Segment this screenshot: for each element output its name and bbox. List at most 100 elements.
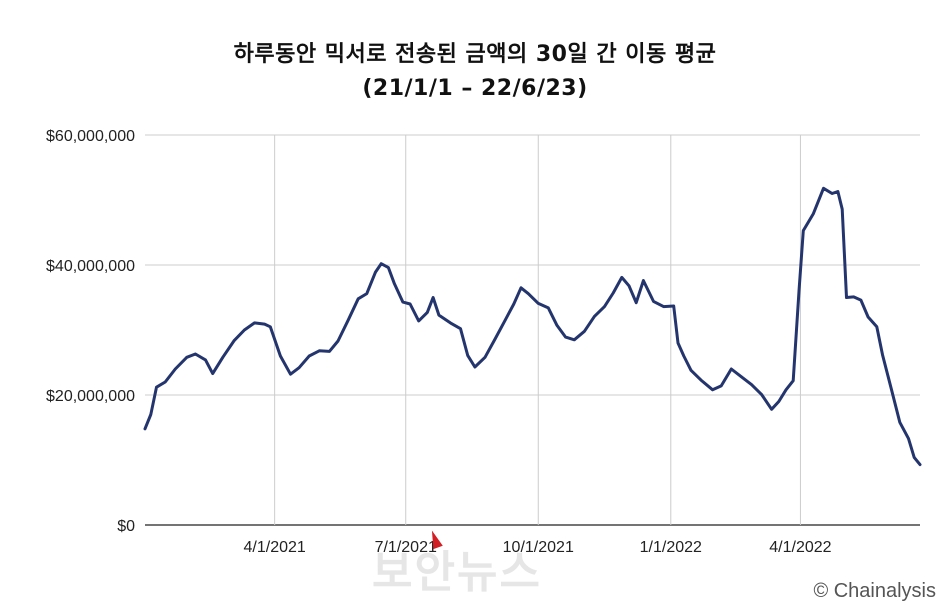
y-tick-label: $60,000,000 (46, 128, 135, 145)
data-point (503, 319, 507, 322)
data-point (519, 286, 523, 289)
data-point (537, 302, 540, 305)
data-point (387, 266, 390, 269)
data-point (155, 386, 158, 389)
data-point (777, 400, 780, 403)
y-tick-label: $20,000,000 (46, 388, 135, 405)
data-point (812, 212, 815, 215)
data-point (211, 372, 214, 375)
x-tick-label: 7/1/2021 (375, 539, 437, 556)
data-point (336, 339, 340, 343)
data-point (859, 298, 863, 302)
data-point (493, 337, 497, 341)
data-point (547, 306, 550, 310)
data-point (797, 289, 801, 293)
data-point (393, 282, 396, 285)
data-point (297, 366, 301, 369)
data-point (328, 350, 331, 353)
data-point (672, 304, 675, 308)
data-point (269, 325, 272, 328)
data-point (426, 311, 429, 314)
data-point (720, 384, 723, 388)
data-point (466, 354, 469, 357)
data-point (449, 321, 452, 325)
data-point (573, 338, 576, 341)
data-point (918, 463, 922, 466)
data-point (662, 305, 665, 308)
data-point (802, 229, 805, 232)
data-point (437, 313, 441, 317)
data-point (174, 367, 177, 371)
data-point (263, 322, 266, 326)
credit-text: © Chainalysis (813, 580, 936, 602)
data-point (822, 187, 825, 190)
data-point (459, 327, 462, 330)
data-point (380, 262, 383, 265)
chart-title-line1: 하루동안 믹서로 전송된 금액의 30일 간 이동 평균 (233, 42, 717, 67)
data-point (770, 408, 773, 411)
x-tick-label: 4/1/2021 (244, 539, 306, 556)
data-point (593, 315, 596, 318)
data-point (164, 380, 167, 384)
data-point (555, 324, 559, 327)
data-point (890, 387, 893, 390)
data-point (836, 190, 840, 193)
data-point (365, 292, 368, 295)
data-point (603, 305, 606, 308)
data-point (143, 427, 147, 430)
data-point (635, 301, 638, 304)
data-point (308, 354, 311, 358)
data-point (730, 367, 733, 371)
data-point (583, 330, 586, 333)
y-tick-label: $40,000,000 (46, 258, 135, 275)
data-point (289, 373, 292, 376)
x-tick-label: 4/1/2022 (769, 539, 831, 556)
data-point (913, 456, 916, 459)
data-point (750, 383, 753, 386)
data-point (279, 354, 282, 358)
data-point (431, 296, 435, 299)
data-point (408, 302, 412, 306)
x-tick-label: 1/1/2022 (640, 539, 702, 556)
data-point (760, 393, 763, 396)
data-point (881, 353, 884, 356)
data-point (374, 270, 377, 274)
data-point (711, 388, 714, 391)
data-point (841, 207, 844, 211)
data-point (642, 279, 645, 282)
data-point (417, 319, 420, 323)
data-point (253, 321, 256, 325)
data-point (483, 356, 487, 359)
data-point (907, 437, 910, 440)
data-point (784, 388, 788, 391)
data-point (852, 295, 855, 299)
data-point (620, 276, 623, 279)
data-point (740, 375, 743, 378)
chart-title-line2: (21/1/1 – 22/6/23) (362, 76, 588, 101)
data-point (512, 302, 515, 306)
data-point (527, 292, 530, 295)
data-point (357, 297, 360, 300)
data-point (612, 291, 615, 295)
data-point (243, 328, 246, 332)
data-point (652, 300, 655, 303)
data-point (875, 325, 878, 328)
data-point (185, 356, 188, 359)
data-point (233, 339, 236, 342)
data-point (898, 421, 901, 424)
data-point (149, 413, 152, 416)
data-point (473, 365, 477, 369)
data-point (845, 296, 848, 299)
data-point (682, 354, 685, 358)
data-point (676, 341, 680, 345)
y-tick-label: $0 (117, 518, 135, 535)
data-point (699, 378, 703, 382)
data-point (689, 369, 693, 372)
data-point (318, 349, 321, 352)
data-point (204, 358, 207, 362)
data-point (194, 352, 197, 356)
data-point (792, 379, 795, 382)
data-point (346, 319, 350, 322)
data-point (564, 335, 567, 339)
